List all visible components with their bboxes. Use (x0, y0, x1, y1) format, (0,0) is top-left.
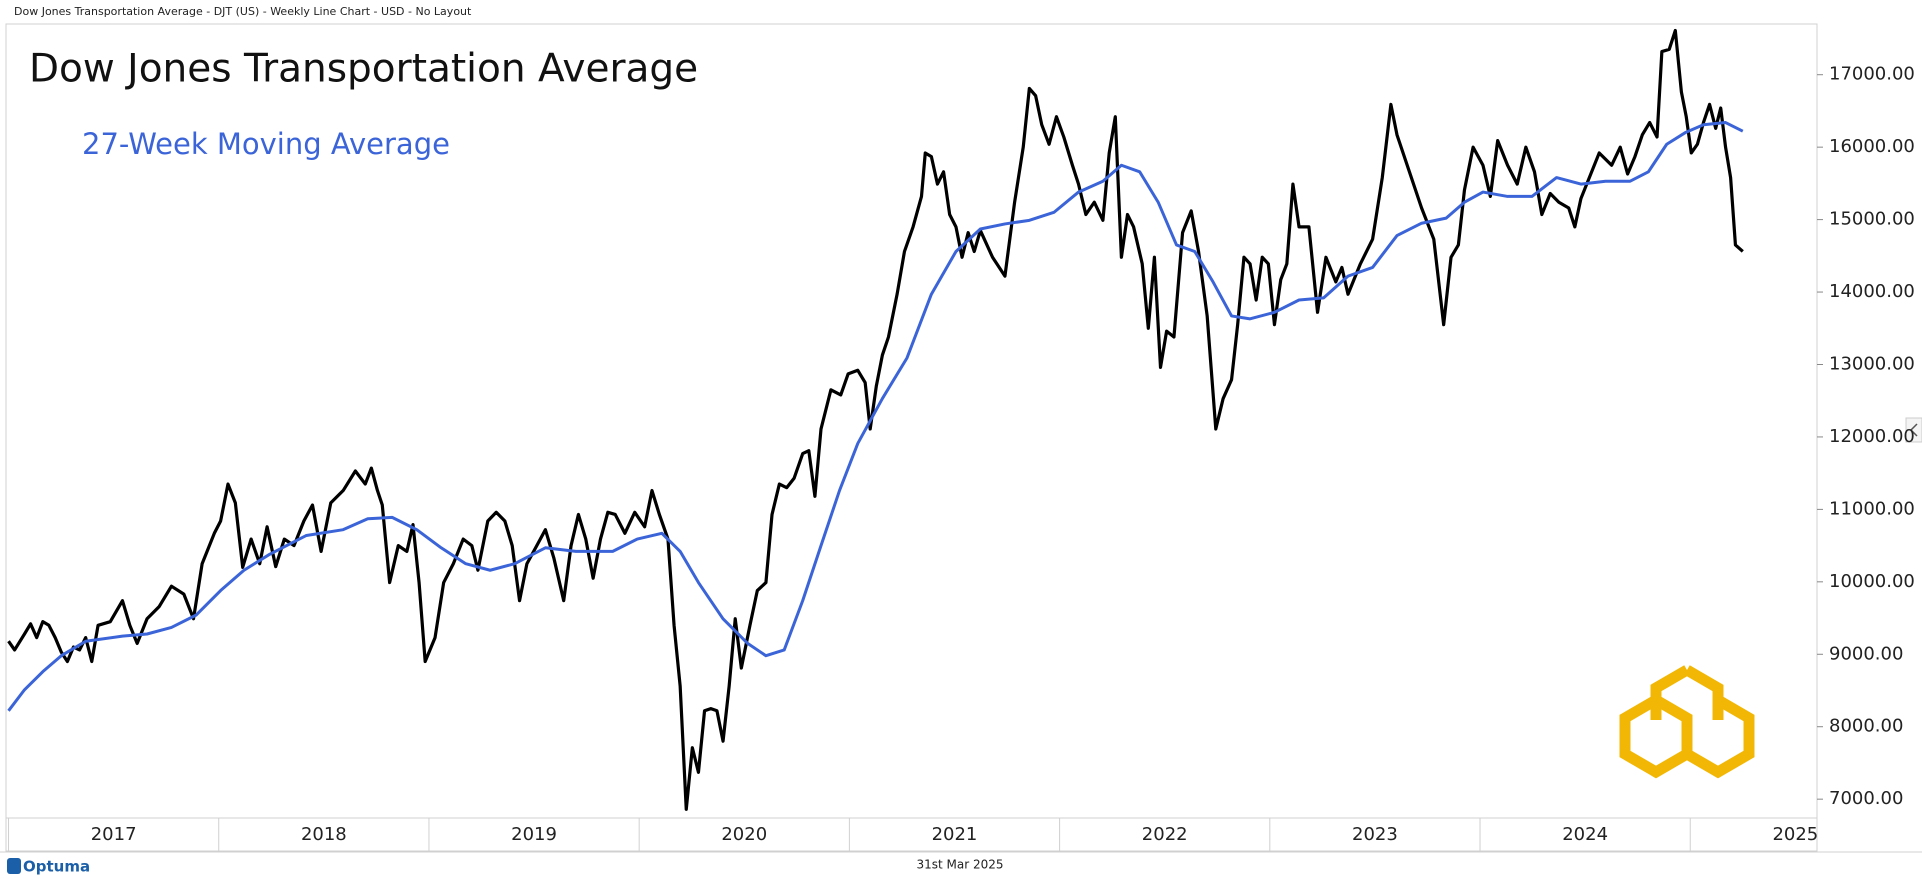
y-tick-label: 13000.00 (1829, 353, 1915, 374)
logo-right (1684, 695, 1755, 779)
logo-top (1650, 665, 1724, 720)
legend-moving-average: 27-Week Moving Average (82, 127, 450, 161)
brand-icon (7, 858, 21, 874)
y-tick-label: 11000.00 (1829, 498, 1915, 519)
x-tick-label: 2025 (1772, 824, 1818, 845)
header-text: Dow Jones Transportation Average - DJT (… (14, 5, 472, 18)
watermark-logo (1619, 665, 1755, 779)
x-tick-label: 2018 (301, 824, 347, 845)
y-tick-label: 12000.00 (1829, 426, 1915, 447)
x-tick-label: 2017 (91, 824, 137, 845)
y-tick-label: 16000.00 (1829, 136, 1915, 157)
side-panel-toggle[interactable] (1905, 417, 1922, 443)
series-line (7, 121, 1744, 712)
x-tick-label: 2020 (721, 824, 767, 845)
brand: Optuma (23, 858, 90, 876)
y-tick-label: 7000.00 (1829, 788, 1903, 809)
date-label: 31st Mar 2025 (916, 858, 1003, 872)
series-line (7, 28, 1744, 811)
chart-title: Dow Jones Transportation Average (29, 47, 698, 92)
y-tick-label: 17000.00 (1829, 64, 1915, 85)
y-tick-label: 9000.00 (1829, 643, 1903, 664)
x-tick-label: 2023 (1352, 824, 1398, 845)
x-tick-label: 2021 (932, 824, 978, 845)
x-tick-label: 2019 (511, 824, 557, 845)
toggle-arrow (1909, 423, 1918, 437)
logo-left (1619, 693, 1693, 779)
y-tick-label: 10000.00 (1829, 571, 1915, 592)
y-tick-label: 8000.00 (1829, 716, 1903, 737)
y-tick-label: 15000.00 (1829, 209, 1915, 230)
x-axis-strip (5, 817, 1818, 852)
x-tick-label: 2022 (1142, 824, 1188, 845)
x-tick-label: 2024 (1562, 824, 1608, 845)
y-tick-label: 14000.00 (1829, 281, 1915, 302)
plot-area (7, 28, 1744, 811)
